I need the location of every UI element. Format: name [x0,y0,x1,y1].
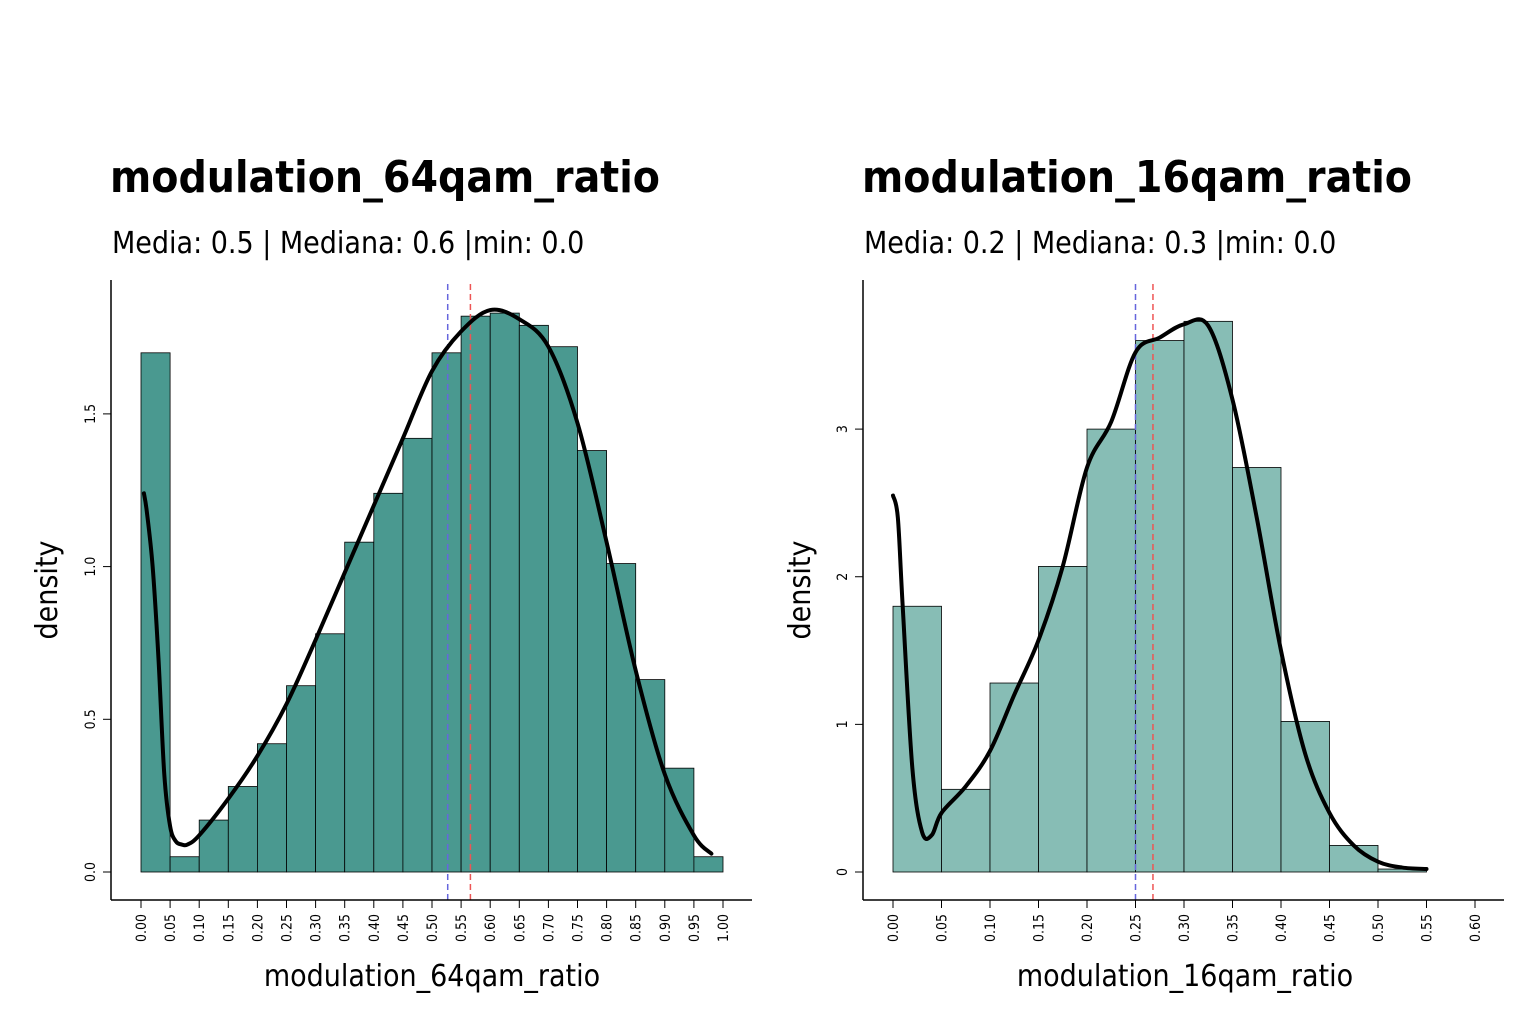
histogram-bar [1086,428,1136,873]
histogram-bar [989,682,1039,873]
x-tick-label: 1.00 [716,914,732,942]
histogram-bar [315,633,346,873]
x-tick-label: 0.95 [687,914,703,942]
x-tick-label: 0.90 [658,914,674,942]
chart-subtitle-16qam: Media: 0.2 | Mediana: 0.3 |min: 0.0 [864,226,1336,261]
x-tick-label: 0.15 [221,914,237,942]
y-tick-label: 0.0 [83,862,99,882]
histogram-bar [256,743,287,873]
y-axis-label-16qam: density [783,540,818,639]
y-tick-label: 1.0 [83,557,99,577]
histogram-bar [227,786,258,873]
x-tick-label: 0.45 [1323,914,1339,942]
x-tick-label: 0.40 [367,914,383,942]
x-tick-label: 0.00 [886,914,902,942]
histogram-bar [1232,467,1282,873]
panel-64qam: modulation_64qam_ratio Media: 0.5 | Medi… [30,152,752,994]
y-tick-label: 1.5 [83,404,99,424]
x-tick-label: 0.75 [571,914,587,942]
histogram-bar [693,856,724,873]
chart-title-16qam: modulation_16qam_ratio [862,152,1412,203]
x-tick-label: 0.20 [1080,914,1096,942]
chart-subtitle-64qam: Media: 0.5 | Mediana: 0.6 |min: 0.0 [112,226,584,261]
x-axis-label-64qam: modulation_64qam_ratio [264,959,600,994]
histogram-bar [169,856,200,873]
y-tick-label: 2 [835,573,851,581]
histogram-bar [577,450,608,873]
x-tick-label: 0.30 [309,914,325,942]
histogram-bar [1038,566,1088,873]
y-tick-label: 1 [835,720,851,728]
x-tick-label: 0.80 [600,914,616,942]
x-tick-label: 0.35 [338,914,354,942]
histogram-bar [635,679,666,873]
x-tick-label: 0.55 [454,914,470,942]
x-tick-label: 0.35 [1226,914,1242,942]
x-tick-label: 0.55 [1420,914,1436,942]
x-tick-label: 0.15 [1032,914,1048,942]
x-tick-label: 0.60 [1468,914,1484,942]
x-tick-label: 0.25 [280,914,296,942]
histogram-bar [460,315,491,873]
x-tick-label: 0.50 [1371,914,1387,942]
y-tick-label: 3 [835,425,851,433]
histogram-bar [518,324,549,873]
histogram-bar [548,346,578,873]
x-tick-label: 0.70 [541,914,557,942]
x-tick-label: 0.60 [483,914,499,942]
x-tick-label: 0.45 [396,914,412,942]
x-tick-label: 0.05 [163,914,179,942]
x-axis-label-16qam: modulation_16qam_ratio [1017,959,1353,994]
x-tick-label: 0.00 [134,914,150,942]
x-tick-label: 0.25 [1129,914,1145,942]
histogram-bar [1135,340,1185,873]
y-tick-label: 0 [835,868,851,876]
plot-area-16qam: 0.00 0.05 0.10 0.15 0.20 0.25 0.30 0.35 0.40 0.45… [835,280,1504,942]
histogram-bar [431,352,462,873]
x-tick-label: 0.05 [935,914,951,942]
density-curve [891,317,1429,872]
x-tick-label: 0.40 [1274,914,1290,942]
histogram-bar [286,685,317,873]
histogram-bar [402,437,433,873]
histogram-bar [489,312,520,873]
density-curve [141,307,714,856]
x-tick-label: 0.20 [250,914,266,942]
histogram-bar [1183,320,1233,873]
histogram-bar [373,492,404,873]
x-tick-label: 0.10 [192,914,208,942]
panel-16qam: modulation_16qam_ratio Media: 0.2 | Medi… [783,152,1504,994]
x-tick-label: 0.50 [425,914,441,942]
chart-title-64qam: modulation_64qam_ratio [110,152,660,203]
histogram-bar [344,541,375,873]
x-tick-label: 0.30 [1177,914,1193,942]
x-tick-label: 0.85 [629,914,645,942]
y-tick-label: 0.5 [83,709,99,729]
y-axis-label-64qam: density [30,540,65,639]
x-tick-label: 0.10 [983,914,999,942]
x-tick-label: 0.65 [512,914,528,942]
plot-area-64qam: 0.00 0.05 0.10 0.15 0.20 0.25 0.30 0.35 0.40 0.45… [83,280,752,942]
